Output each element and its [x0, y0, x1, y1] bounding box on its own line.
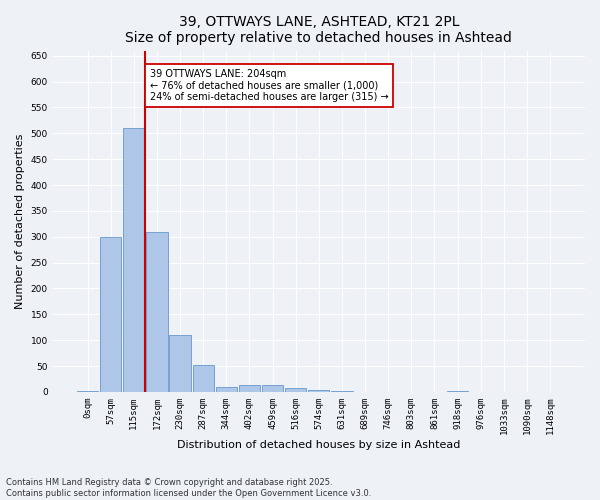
Bar	[262, 385, 283, 392]
Text: 39 OTTWAYS LANE: 204sqm
← 76% of detached houses are smaller (1,000)
24% of semi: 39 OTTWAYS LANE: 204sqm ← 76% of detache…	[150, 68, 389, 102]
Bar	[308, 390, 329, 392]
Bar	[100, 237, 121, 392]
Text: Contains HM Land Registry data © Crown copyright and database right 2025.
Contai: Contains HM Land Registry data © Crown c…	[6, 478, 371, 498]
Bar	[239, 385, 260, 392]
Y-axis label: Number of detached properties: Number of detached properties	[15, 134, 25, 309]
Bar	[193, 364, 214, 392]
X-axis label: Distribution of detached houses by size in Ashtead: Distribution of detached houses by size …	[177, 440, 461, 450]
Bar	[169, 335, 191, 392]
Bar	[146, 232, 167, 392]
Bar	[215, 387, 237, 392]
Bar	[285, 388, 307, 392]
Title: 39, OTTWAYS LANE, ASHTEAD, KT21 2PL
Size of property relative to detached houses: 39, OTTWAYS LANE, ASHTEAD, KT21 2PL Size…	[125, 15, 512, 45]
Bar	[77, 391, 98, 392]
Bar	[123, 128, 145, 392]
